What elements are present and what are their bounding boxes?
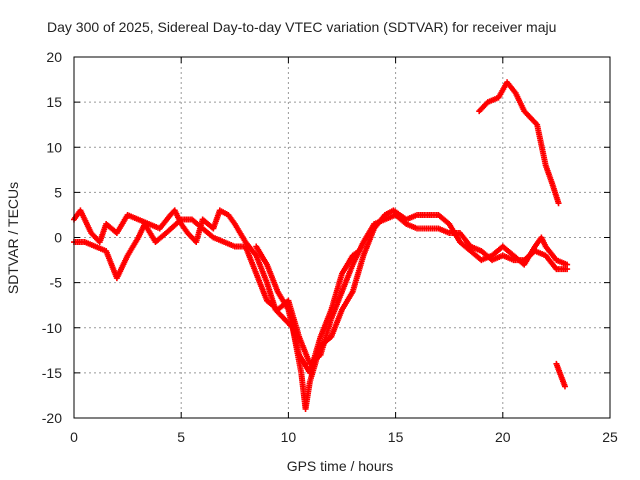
data-point-marker [561, 383, 568, 390]
y-tick-label: 15 [46, 94, 62, 110]
series-track-b [71, 211, 571, 367]
data-points [71, 79, 571, 412]
series-track-d [476, 79, 562, 207]
x-axis-label: GPS time / hours [287, 458, 394, 474]
x-tick-label: 15 [388, 429, 404, 445]
data-point-marker [356, 248, 363, 255]
y-tick-label: 20 [46, 49, 62, 65]
y-tick-label: 0 [54, 230, 62, 246]
y-tick-label: -10 [42, 320, 62, 336]
series-track-a [71, 207, 571, 412]
x-tick-label: 10 [281, 429, 297, 445]
y-axis-label: SDTVAR / TECUs [5, 182, 21, 294]
y-tick-label: 5 [54, 184, 62, 200]
y-tick-label: -15 [42, 365, 62, 381]
data-point-marker [555, 200, 562, 207]
x-axis-ticks: 0 5 10 15 20 25 [70, 57, 618, 445]
series-track-e [553, 360, 568, 390]
x-tick-label: 0 [70, 429, 78, 445]
y-tick-label: -20 [42, 410, 62, 426]
x-tick-label: 5 [177, 429, 185, 445]
y-axis-ticks: -20 -15 -10 -5 0 5 10 15 20 [42, 49, 610, 426]
x-tick-label: 20 [495, 429, 511, 445]
y-tick-label: 10 [46, 139, 62, 155]
x-tick-label: 25 [602, 429, 618, 445]
chart-title: Day 300 of 2025, Sidereal Day-to-day VTE… [47, 19, 556, 35]
y-tick-label: -5 [50, 275, 63, 291]
data-point-marker [564, 266, 571, 273]
series-track-c [253, 243, 363, 376]
